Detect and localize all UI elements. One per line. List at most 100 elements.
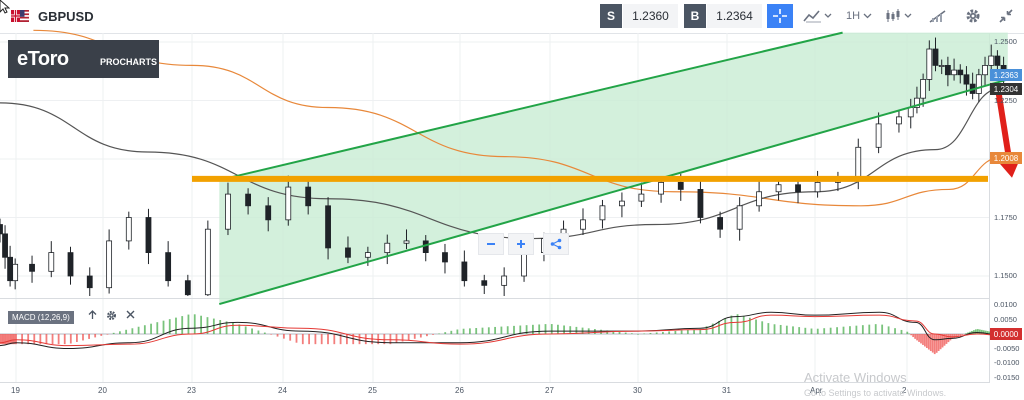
macd-signal-line: [0, 314, 1003, 347]
histogram-bar: [988, 331, 991, 334]
candle-body: [481, 280, 488, 286]
histogram-bar: [426, 334, 428, 337]
histogram-bar: [624, 332, 627, 334]
sell-button[interactable]: S: [600, 4, 622, 28]
macd-settings-button[interactable]: [106, 310, 117, 324]
candle-body: [994, 55, 1001, 66]
share-button[interactable]: [543, 233, 569, 255]
histogram-bar: [939, 334, 942, 350]
histogram-bar: [668, 331, 671, 334]
histogram-bar: [219, 319, 222, 334]
candle-style-button[interactable]: [882, 4, 918, 28]
histogram-bar: [637, 334, 639, 335]
histogram-bar: [112, 332, 115, 334]
candle-body: [951, 69, 957, 76]
histogram-bar: [881, 324, 884, 334]
histogram-bar: [462, 328, 465, 334]
uk-us-flag-icon: [11, 10, 29, 22]
histogram-bar: [413, 334, 416, 339]
histogram-bar: [849, 326, 851, 334]
histogram-bar: [680, 330, 683, 334]
histogram-bar: [792, 326, 794, 334]
buy-price[interactable]: 1.2364: [707, 4, 762, 28]
histogram-bar: [131, 328, 134, 334]
histogram-bar: [914, 334, 917, 339]
macd-indicator-label[interactable]: MACD (12,26,9): [8, 311, 74, 324]
histogram-bar: [699, 328, 702, 334]
price-tick-label: 1.2500: [994, 37, 1017, 46]
candle-body: [599, 205, 606, 221]
candle-body: [938, 65, 945, 68]
histogram-bar: [922, 334, 924, 345]
price-tick-label: 1.1750: [994, 212, 1017, 222]
histogram-bar: [569, 326, 572, 334]
zoom-out-button[interactable]: [478, 233, 504, 255]
histogram-bar: [916, 334, 918, 341]
histogram-bar: [137, 326, 140, 334]
histogram-bar: [407, 334, 410, 341]
time-tick-label: 27: [545, 386, 554, 395]
histogram-bar: [755, 319, 757, 334]
candle-body: [855, 146, 862, 179]
histogram-bar: [693, 329, 695, 334]
candle-body: [677, 181, 684, 190]
histogram-bar: [181, 316, 184, 334]
histogram-bar: [761, 321, 764, 334]
minus-icon: [487, 243, 495, 245]
histogram-bar: [748, 317, 751, 334]
candle-body: [982, 65, 988, 76]
histogram-bar: [481, 327, 484, 334]
crosshair-button[interactable]: [767, 4, 793, 28]
chart-type-button[interactable]: [800, 4, 836, 28]
collapse-button[interactable]: [994, 4, 1018, 28]
macd-line: [0, 311, 1003, 350]
chart-type-icon: [803, 10, 832, 23]
histogram-bar: [804, 327, 807, 334]
macd-remove-button[interactable]: [126, 310, 135, 322]
histogram-bar: [487, 327, 490, 334]
buy-button[interactable]: B: [684, 4, 706, 28]
histogram-bar: [957, 334, 960, 337]
candle-body: [736, 205, 743, 230]
drawing-tools-button[interactable]: [926, 4, 950, 28]
gear-icon: [966, 9, 980, 23]
histogram-bar: [33, 334, 36, 345]
histogram-bar: [767, 323, 770, 334]
histogram-bar: [69, 334, 72, 344]
histogram-bar: [575, 326, 578, 334]
histogram-bar: [193, 314, 196, 334]
macd-tick-label: 0.0050: [994, 314, 1017, 324]
histogram-bar: [212, 318, 215, 334]
histogram-bar: [27, 334, 30, 345]
macd-value-tag: 0.0000: [990, 328, 1022, 340]
activation-watermark-title: Activate Windows: [804, 370, 907, 385]
channel-upper-line[interactable]: [219, 31, 843, 182]
histogram-bar: [327, 334, 329, 345]
candle-body: [285, 186, 292, 221]
histogram-bar: [643, 333, 646, 335]
histogram-bar: [364, 334, 367, 345]
candle-body: [580, 219, 586, 230]
candle-body: [165, 252, 172, 282]
histogram-bar: [450, 330, 453, 334]
etoro-procharts-logo: eToro PROCHARTS: [8, 40, 159, 78]
candle-body: [461, 261, 468, 282]
histogram-bar: [961, 334, 964, 335]
candle-body: [914, 97, 920, 108]
histogram-bar: [563, 325, 565, 334]
histogram-bar: [11, 334, 14, 345]
settings-button[interactable]: [961, 4, 985, 28]
histogram-bar: [686, 329, 689, 334]
macd-move-up-button[interactable]: [88, 310, 97, 323]
down-arrow-annotation[interactable]: [995, 88, 1020, 178]
timeframe-button[interactable]: 1H: [843, 4, 875, 28]
time-tick-label: Apr: [810, 386, 823, 395]
histogram-bar: [924, 334, 926, 347]
histogram-bar: [10, 334, 13, 345]
zoom-in-button[interactable]: [508, 233, 534, 255]
sell-price[interactable]: 1.2360: [623, 4, 678, 28]
histogram-bar: [57, 334, 60, 345]
candle-body: [12, 263, 19, 282]
channel-lower-line[interactable]: [219, 78, 1009, 306]
